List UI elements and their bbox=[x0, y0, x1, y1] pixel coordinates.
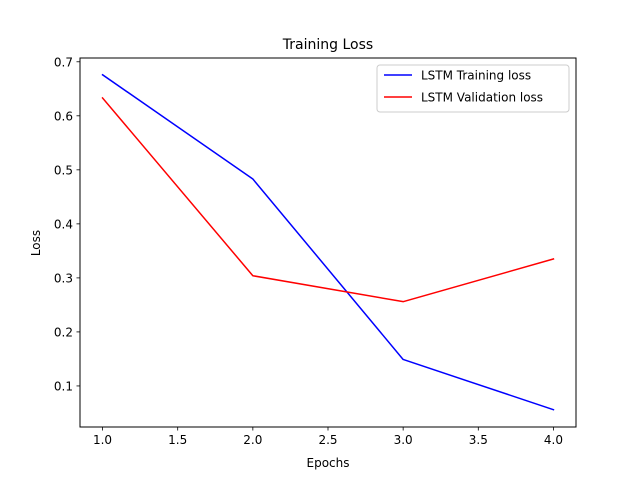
x-tick-label: 2.0 bbox=[243, 433, 262, 447]
x-tick-label: 3.5 bbox=[469, 433, 488, 447]
x-tick-label: 2.5 bbox=[318, 433, 337, 447]
x-tick-label: 1.0 bbox=[93, 433, 112, 447]
y-tick-label: 0.4 bbox=[54, 217, 73, 231]
y-tick-label: 0.6 bbox=[54, 109, 73, 123]
y-tick-label: 0.2 bbox=[54, 325, 73, 339]
x-tick-label: 3.0 bbox=[394, 433, 413, 447]
legend-label-validation: LSTM Validation loss bbox=[421, 91, 543, 105]
y-tick-label: 0.7 bbox=[54, 55, 73, 69]
legend-label-training: LSTM Training loss bbox=[421, 69, 531, 83]
x-tick-label: 4.0 bbox=[544, 433, 563, 447]
y-axis-label: Loss bbox=[29, 230, 43, 256]
chart-title: Training Loss bbox=[282, 37, 373, 53]
legend: LSTM Training loss LSTM Validation loss bbox=[377, 65, 569, 112]
y-tick-label: 0.5 bbox=[54, 163, 73, 177]
y-tick-label: 0.3 bbox=[54, 271, 73, 285]
x-axis-label: Epochs bbox=[307, 456, 350, 470]
x-tick-label: 1.5 bbox=[168, 433, 187, 447]
y-tick-label: 0.1 bbox=[54, 379, 73, 393]
